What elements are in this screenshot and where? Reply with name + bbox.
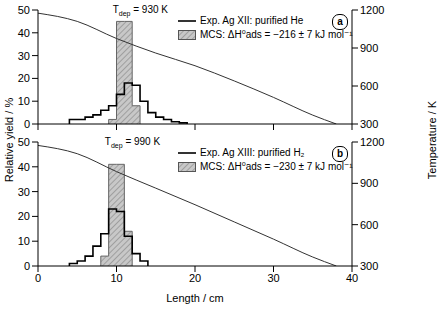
html-text:Exp. Ag XII: purified He: Exp. Ag XII: purified He [200,15,304,26]
html-text:Tdep = 990 K: Tdep = 990 K [104,136,161,149]
svg-text:10: 10 [18,235,30,247]
svg-text:1200: 1200 [360,4,384,16]
svg-text:1200: 1200 [360,136,384,148]
svg-text:50: 50 [18,4,30,16]
html-text:Length / cm: Length / cm [166,292,224,304]
svg-text:30: 30 [18,186,30,198]
svg-text:300: 300 [360,260,378,272]
html-text:Tdep = 930 K: Tdep = 930 K [112,4,168,17]
svg-text:40: 40 [18,161,30,173]
html-text:Exp. Ag XIII: purified H₂: Exp. Ag XIII: purified H₂ [200,147,305,158]
svg-text:0: 0 [24,260,30,272]
svg-text:600: 600 [360,80,378,92]
html-text:b: b [336,148,343,159]
svg-text:20: 20 [18,210,30,222]
svg-text:600: 600 [360,219,378,231]
svg-text:0: 0 [35,272,41,284]
html-text:MCS: ΔH⁰ads = −230 ± 7 kJ mol⁻: MCS: ΔH⁰ads = −230 ± 7 kJ mol⁻¹ [200,161,353,172]
svg-text:40: 40 [18,27,30,39]
html-text:Temperature / K: Temperature / K [426,100,438,180]
svg-text:10: 10 [110,272,122,284]
svg-text:300: 300 [360,118,378,130]
svg-text:20: 20 [189,272,201,284]
svg-text:20: 20 [18,72,30,84]
svg-text:900: 900 [360,42,378,54]
svg-text:30: 30 [18,50,30,62]
html-text:MCS: ΔH⁰ads = −216 ± 7 kJ mol⁻: MCS: ΔH⁰ads = −216 ± 7 kJ mol⁻¹ [200,29,353,40]
svg-text:30: 30 [267,272,279,284]
svg-text:900: 900 [360,177,378,189]
html-text:Relative yield / %: Relative yield / % [3,97,15,183]
svg-text:50: 50 [18,136,30,148]
svg-text:40: 40 [346,272,358,284]
svg-text:0: 0 [24,118,30,130]
svg-text:10: 10 [18,95,30,107]
html-text:a: a [337,16,343,27]
